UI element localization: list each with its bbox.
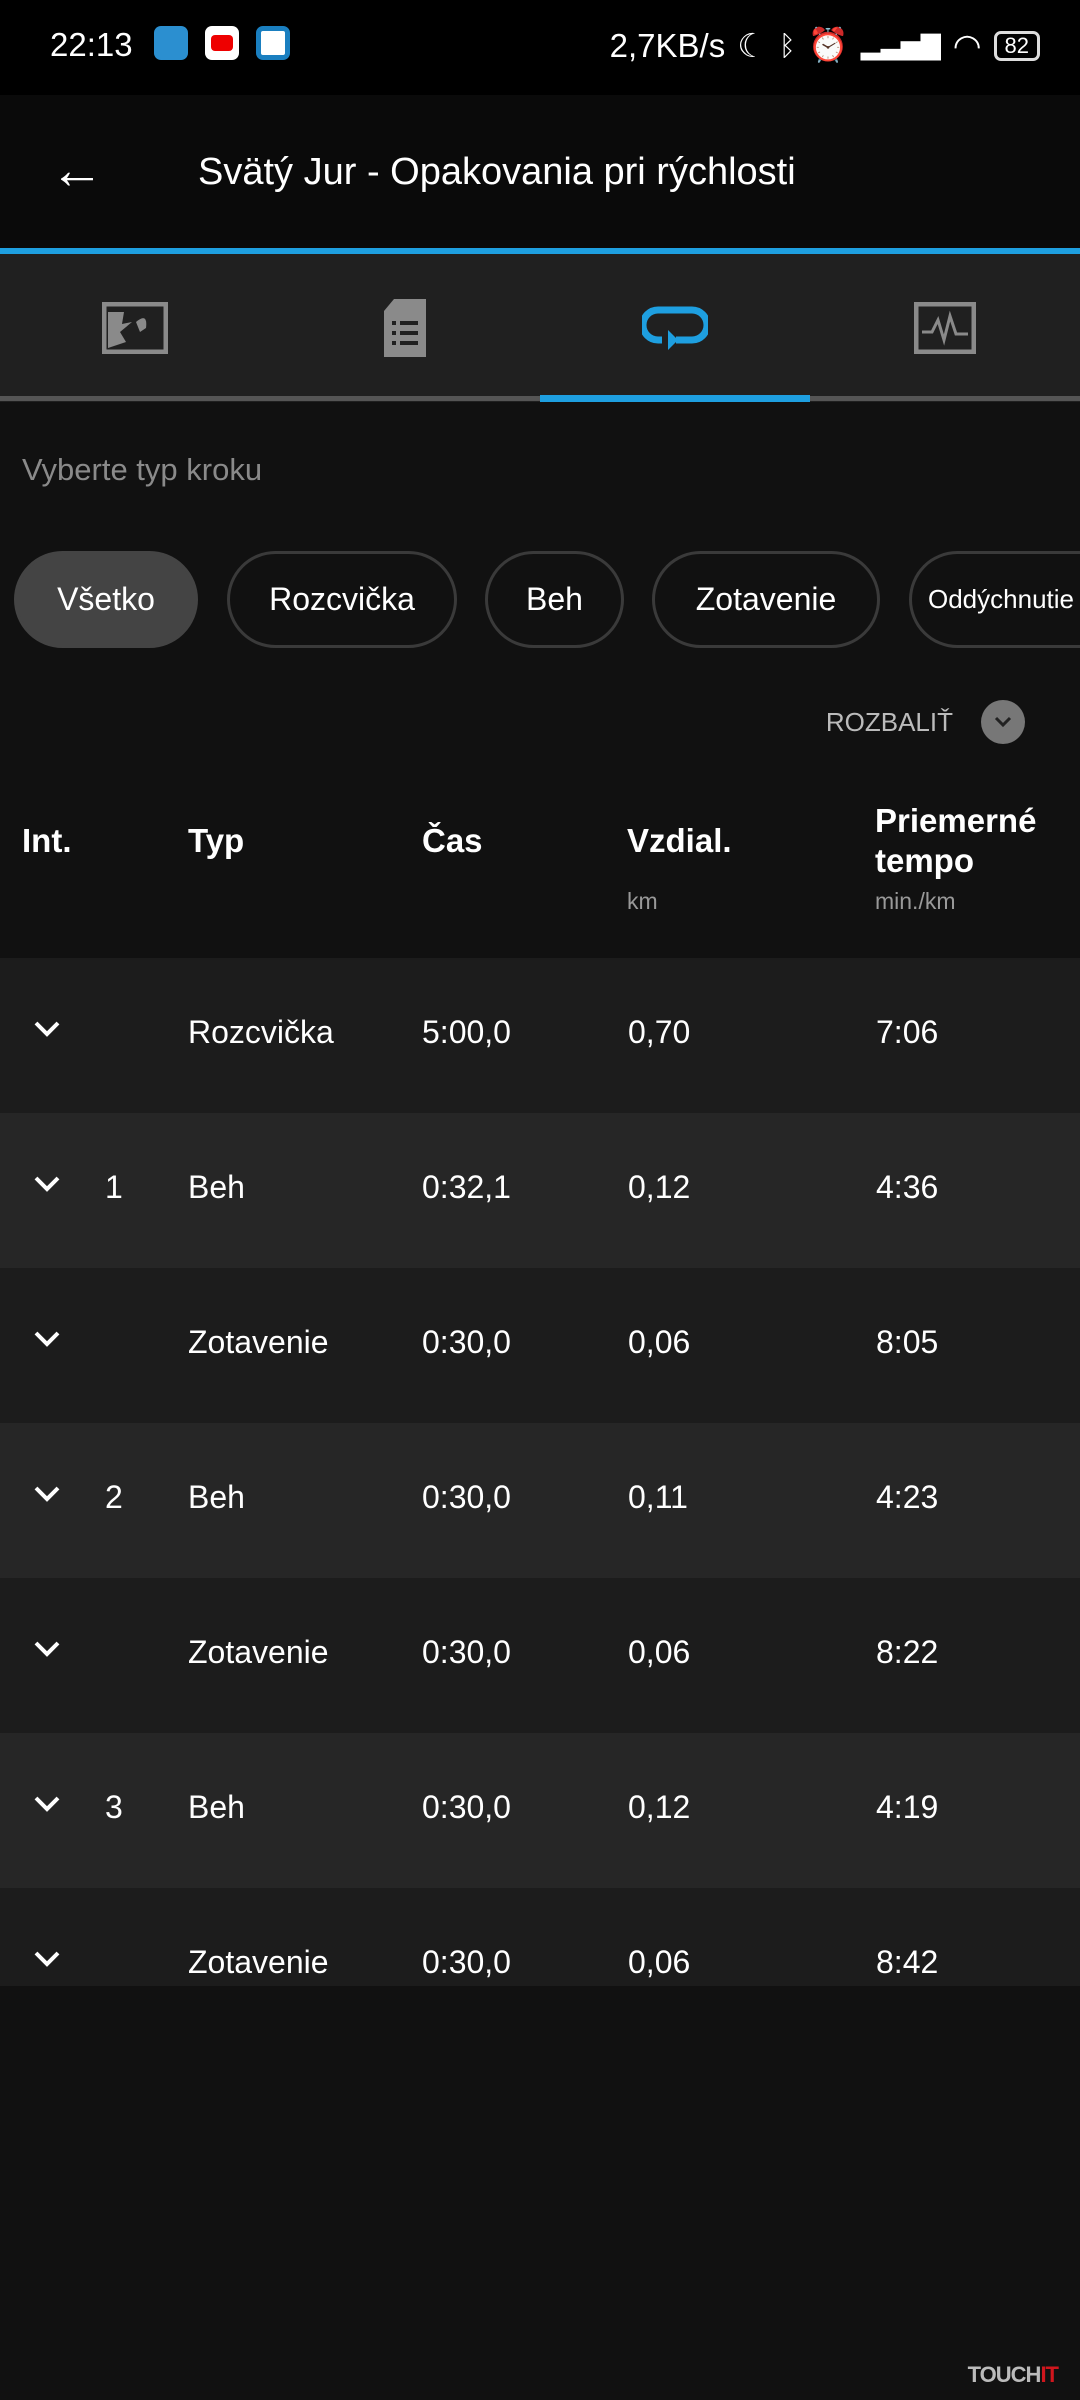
app-notification-icon [256,26,290,60]
table-row[interactable]: 2 Beh 0:30,0 0,11 4:23 [0,1423,1080,1578]
chip-recovery[interactable]: Zotavenie [652,551,880,648]
row-time: 0:32,1 [422,1169,511,1205]
chevron-down-icon[interactable] [32,1324,62,1359]
row-distance: 0,06 [628,1634,691,1670]
battery-icon: 82 [993,30,1040,61]
status-time: 22:13 [50,26,133,63]
laps-repeat-icon [642,306,708,350]
watermark-logo: TOUCHIT [967,2362,1059,2387]
tab-details[interactable] [270,254,540,402]
row-pace: 4:19 [876,1789,939,1825]
chevron-down-icon[interactable] [32,1789,62,1824]
tab-bar [0,254,1080,402]
wifi-icon: ◠ [952,27,982,64]
row-time: 0:30,0 [422,1944,511,1980]
row-int: 3 [105,1789,123,1825]
table-row[interactable]: Zotavenie 0:30,0 0,06 8:42 [0,1888,1080,1986]
tab-laps[interactable] [540,254,810,402]
bluetooth-icon: ᛒ [778,29,796,61]
row-pace: 8:05 [876,1324,939,1360]
row-type: Zotavenie [188,1634,329,1670]
chart-icon [914,302,976,354]
chevron-down-icon[interactable] [32,1479,62,1514]
row-pace: 4:23 [876,1479,939,1515]
row-type: Zotavenie [188,1324,329,1360]
table-row[interactable]: Zotavenie 0:30,0 0,06 8:05 [0,1268,1080,1423]
chip-all[interactable]: Všetko [14,551,198,648]
moon-icon: ☾ [737,27,767,64]
row-distance: 0,11 [628,1479,688,1515]
row-time: 0:30,0 [422,1789,511,1825]
row-distance: 0,12 [628,1789,691,1825]
alarm-icon: ⏰ [807,26,849,63]
row-distance: 0,06 [628,1944,691,1980]
expand-all-button[interactable]: ROZBALIŤ [826,700,1025,744]
row-type: Rozcvička [188,1014,334,1050]
row-distance: 0,06 [628,1324,691,1360]
row-type: Beh [188,1789,245,1825]
table-row[interactable]: Zotavenie 0:30,0 0,06 8:22 [0,1578,1080,1733]
row-distance: 0,12 [628,1169,691,1205]
col-pace-line2: tempo [875,842,974,879]
row-int: 1 [105,1169,123,1205]
pace-unit: min./km [875,888,956,914]
row-type: Zotavenie [188,1944,329,1980]
col-type: Typ [188,822,245,859]
app-header: ← Svätý Jur - Opakovania pri rýchlosti [0,95,1080,250]
map-icon [102,302,168,354]
accent-divider [0,248,1080,254]
status-bar: 22:13 2,7KB/s ☾ ᛒ ⏰ ▂▃▅▇ ◠ 82 [0,0,1080,95]
row-type: Beh [188,1169,245,1205]
chevron-down-icon[interactable] [32,1169,62,1204]
chevron-down-icon[interactable] [32,1014,62,1049]
back-arrow-icon[interactable]: ← [50,140,104,200]
col-pace-line1: Priemerné [875,802,1037,839]
details-list-icon [384,299,426,357]
table-row[interactable]: 1 Beh 0:32,1 0,12 4:36 [0,1113,1080,1268]
chevron-down-icon[interactable] [32,1634,62,1669]
row-time: 0:30,0 [422,1634,511,1670]
row-time: 0:30,0 [422,1479,511,1515]
signal-icon: ▂▃▅▇ [860,30,941,60]
chip-warmup[interactable]: Rozcvička [227,551,457,648]
row-pace: 8:42 [876,1944,939,1980]
row-int: 2 [105,1479,123,1515]
table-row[interactable]: Rozcvička 5:00,0 0,70 7:06 [0,958,1080,1113]
row-pace: 4:36 [876,1169,939,1205]
expand-label: ROZBALIŤ [825,706,953,737]
chevron-down-icon[interactable] [32,1944,62,1979]
row-distance: 0,70 [628,1014,691,1050]
net-speed: 2,7KB/s [609,26,726,64]
table-row[interactable]: 3 Beh 0:30,0 0,12 4:19 [0,1733,1080,1888]
tab-charts[interactable] [810,254,1080,402]
row-time: 0:30,0 [422,1324,511,1360]
active-tab-indicator [540,395,810,402]
col-distance: Vzdial. [627,822,732,859]
chevron-down-icon [981,700,1025,744]
row-time: 5:00,0 [422,1014,511,1050]
step-type-hint: Vyberte typ kroku [22,452,263,487]
col-time: Čas [422,822,483,859]
chip-rest[interactable]: Oddýchnutie [909,551,1080,648]
row-pace: 7:06 [876,1014,939,1050]
row-type: Beh [188,1479,245,1515]
app-notification-icon [154,26,188,60]
chip-run[interactable]: Beh [485,551,624,648]
col-int: Int. [22,822,72,859]
tab-map[interactable] [0,254,270,402]
row-pace: 8:22 [876,1634,939,1670]
distance-unit: km [627,888,658,914]
youtube-icon [205,26,239,60]
page-title: Svätý Jur - Opakovania pri rýchlosti [198,151,796,193]
laps-table: Rozcvička 5:00,0 0,70 7:06 1 Beh 0:32,1 … [0,958,1080,1986]
